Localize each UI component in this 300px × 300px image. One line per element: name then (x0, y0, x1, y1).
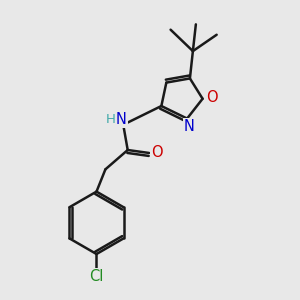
Text: O: O (206, 90, 217, 105)
Text: H: H (106, 113, 116, 126)
Text: Cl: Cl (89, 269, 104, 284)
Text: N: N (116, 112, 127, 127)
Text: N: N (184, 119, 195, 134)
Text: O: O (152, 146, 163, 160)
